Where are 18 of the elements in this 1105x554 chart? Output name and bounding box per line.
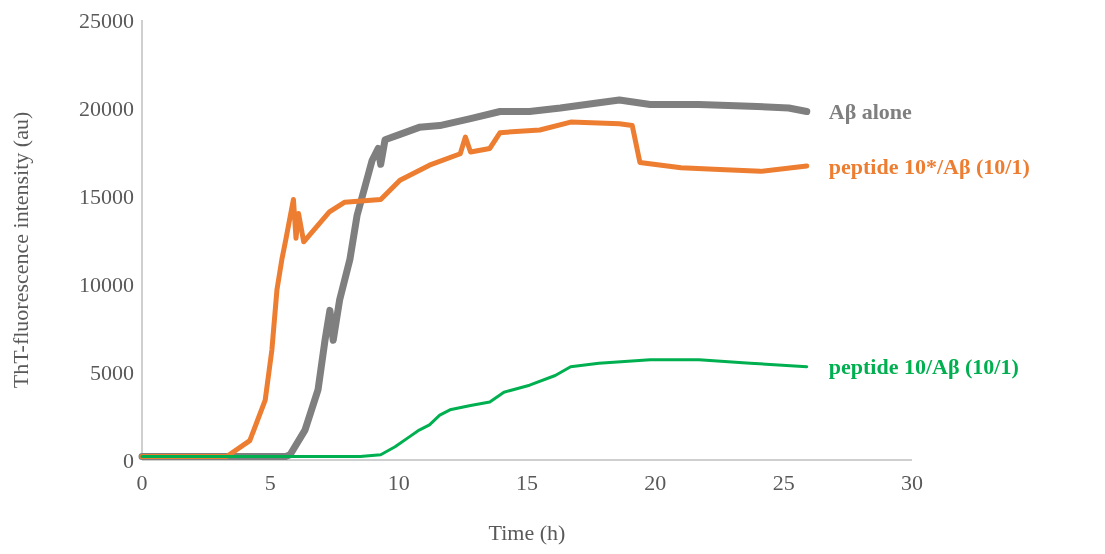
x-tick-label: 10 [387,470,410,495]
x-tick-label: 15 [516,470,538,495]
x-tick-label: 20 [644,470,667,495]
y-tick-label: 5000 [90,359,134,385]
y-tick-label: 0 [123,447,134,473]
line-series [140,358,809,458]
x-tick-label: 25 [772,470,795,495]
y-tick-label: 25000 [79,7,134,33]
y-tick-label: 15000 [79,183,134,209]
y-tick-label: 10000 [79,271,134,297]
y-axis-title: ThT-fluorescence intensity (au) [8,111,33,389]
y-tick-label: 20000 [79,95,134,121]
x-tick-label: 30 [901,470,923,495]
series-label: Aβ alone [828,99,913,125]
x-axis-title: Time (h) [488,520,566,545]
series-label: peptide 10/Aβ (10/1) [828,354,1019,380]
x-tick-label: 5 [264,470,276,495]
series-label: peptide 10*/Aβ (10/1) [828,153,1030,179]
